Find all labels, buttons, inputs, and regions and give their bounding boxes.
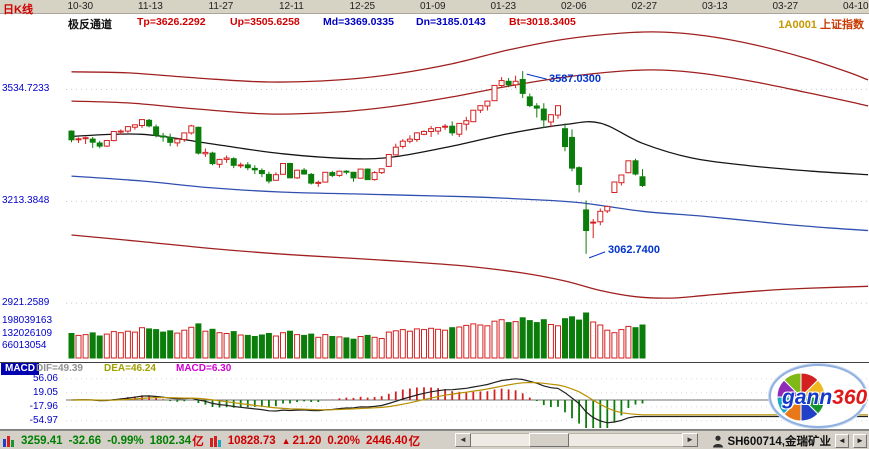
index-code: 1A0001 xyxy=(778,19,817,31)
channel-line-Dn xyxy=(71,175,869,232)
macd-axis-label: -17.96 xyxy=(29,401,58,413)
current-stock-label[interactable]: SH600714,金瑞矿业 xyxy=(727,436,831,448)
scroll-thumb[interactable] xyxy=(529,433,569,447)
index-name: 上证指数 xyxy=(820,19,864,31)
index2-amount: 2446.40 xyxy=(365,435,408,447)
channel-value-label: Tp=3626.2292 xyxy=(137,16,206,28)
macd-axis-label: 19.05 xyxy=(32,387,58,399)
current-stock-area: SH600714,金瑞矿业 ◄ ► xyxy=(713,433,867,449)
dea-line xyxy=(71,381,868,416)
scroll-left-button[interactable]: ◄ xyxy=(455,433,471,447)
index1-price: 3259.41 xyxy=(21,435,63,447)
date-label: 11-13 xyxy=(138,1,163,12)
date-label: 12-11 xyxy=(279,1,304,12)
macd-panel xyxy=(71,378,868,428)
user-icon xyxy=(713,435,724,448)
date-label: 12-25 xyxy=(349,1,376,12)
price-axis-label: 2921.2589 xyxy=(2,297,50,309)
low-annotation: 3062.7400 xyxy=(608,244,660,256)
dif-value: DIF=49.39 xyxy=(36,363,83,374)
prev-button[interactable]: ◄ xyxy=(835,434,849,448)
volume-axis-label: 66013054 xyxy=(2,340,47,352)
channel-value-label: Md=3369.0335 xyxy=(323,16,394,28)
volume-axis-label: 198039163 xyxy=(2,315,53,327)
index1-unit: 亿 xyxy=(192,436,204,448)
macd-panel-label: MACD xyxy=(1,363,39,375)
index1-icon xyxy=(3,435,15,447)
channel-line-Md xyxy=(71,121,869,176)
gann360-logo: gann360 xyxy=(769,364,867,428)
index2-icon xyxy=(209,435,222,447)
date-label: 03-27 xyxy=(772,1,799,12)
date-label: 01-09 xyxy=(420,1,446,12)
up-triangle-icon: ▲ xyxy=(281,436,291,446)
high-annotation: 3587.0300 xyxy=(549,73,601,85)
index1-amount: 1802.34 xyxy=(149,435,192,447)
volume-bars xyxy=(68,312,646,359)
channel-lines xyxy=(71,31,869,299)
volume-axis-label: 132026109 xyxy=(2,327,53,339)
chart-type-label: 日K线 xyxy=(3,4,33,16)
channel-value-label: Dn=3185.0143 xyxy=(416,16,486,28)
horizontal-scrollbar[interactable]: ◄ ► xyxy=(455,433,698,447)
indicator-name: 极反通道 xyxy=(68,19,112,31)
price-axis-label: 3534.7233 xyxy=(2,83,50,95)
date-axis: 日K线 10-30 11-13 11-27 12-11 12-25 01-09 01-23 0… xyxy=(0,0,869,16)
date-label: 04-10 xyxy=(843,1,869,12)
index1-pct: -0.99% xyxy=(107,435,144,447)
index2-unit: 亿 xyxy=(408,436,421,448)
candles xyxy=(68,71,646,254)
date-label: 02-06 xyxy=(561,1,587,12)
pinwheel-icon xyxy=(776,372,826,422)
index1-change: -32.66 xyxy=(68,435,102,447)
index2-price: 10828.73 xyxy=(227,435,276,447)
index-title: 1A0001 上证指数 xyxy=(778,16,864,32)
date-label: 11-27 xyxy=(208,1,234,12)
date-label: 01-23 xyxy=(490,1,517,12)
macd-axis-label: -54.97 xyxy=(29,415,58,427)
dif-line xyxy=(71,378,868,424)
scroll-right-button[interactable]: ► xyxy=(682,433,698,447)
index2-change: 21.20 xyxy=(292,435,322,447)
low-pointer xyxy=(588,251,606,259)
channel-value-label: Bt=3018.3405 xyxy=(509,16,576,28)
macd-axis-label: 56.06 xyxy=(32,373,58,385)
channel-line-Up xyxy=(71,69,869,115)
macd-value: MACD=6.30 xyxy=(176,363,232,374)
next-button[interactable]: ► xyxy=(853,434,867,448)
scroll-track[interactable] xyxy=(471,433,682,447)
index2-pct: 0.20% xyxy=(327,435,360,447)
high-pointer xyxy=(526,73,547,80)
date-label: 02-27 xyxy=(631,1,658,12)
index-quotes[interactable]: 3259.41 -32.66 -0.99% 1802.34 亿 10828.73… xyxy=(3,433,420,449)
channel-line-Bt xyxy=(71,234,869,299)
date-label: 03-13 xyxy=(702,1,728,12)
gann360-logo-text: gann360 xyxy=(782,386,868,409)
status-bar: 3259.41 -32.66 -0.99% 1802.34 亿 10828.73… xyxy=(0,430,869,449)
channel-line-Tp xyxy=(71,31,869,83)
price-axis-label: 3213.3848 xyxy=(2,195,50,207)
date-label: 10-30 xyxy=(67,1,94,12)
dea-value: DEA=46.24 xyxy=(104,363,156,374)
channel-value-label: Up=3505.6258 xyxy=(230,16,300,28)
